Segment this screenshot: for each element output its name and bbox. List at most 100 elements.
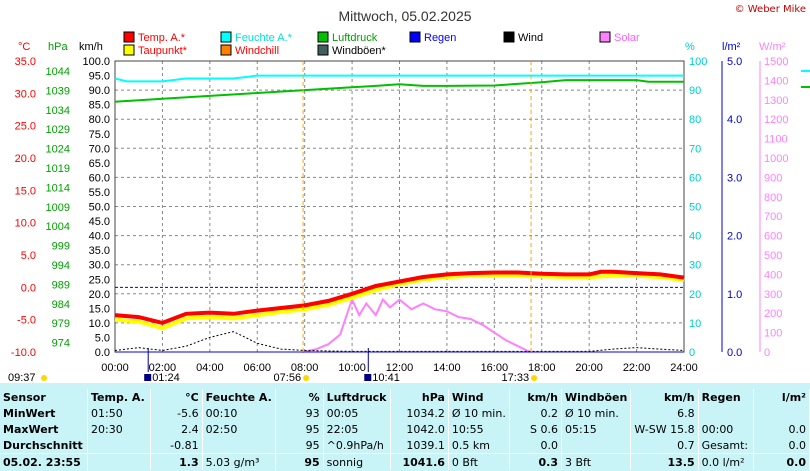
solar-tick-label: 300 <box>764 289 782 301</box>
table-cell: ^0.9hPa/h <box>323 437 391 454</box>
press-tick-label: 994 <box>52 260 70 272</box>
wind-tick-label: 10.0 <box>89 318 110 330</box>
x-tick-label: 08:00 <box>291 362 319 374</box>
table-cell: Ø 10 min. <box>448 405 510 421</box>
table-cell <box>87 453 152 470</box>
legend-label: Temp. A.* <box>138 32 186 44</box>
sunset-label: 17:33 <box>502 372 530 383</box>
moonrise-label: 09:37 <box>8 372 36 383</box>
x-tick-label: 22:00 <box>623 362 651 374</box>
x-tick-label: 14:00 <box>433 362 461 374</box>
sun-icon <box>303 375 310 381</box>
wind-tick-label: 40.0 <box>89 231 110 243</box>
press-tick-label: 1014 <box>46 182 70 194</box>
table-cell: -0.81 <box>150 437 203 454</box>
solar-tick-label: 1400 <box>764 75 788 87</box>
temp-tick-label: 0.0 <box>21 282 36 294</box>
table-cell: S 0.6 <box>509 421 563 437</box>
temp-tick-label: 10.0 <box>15 218 36 230</box>
sunrise-label: 07:56 <box>274 372 302 383</box>
hum-tick-label: 0 <box>689 347 695 359</box>
x-tick-label: 02:00 <box>149 362 177 374</box>
wind-tick-label: 20.0 <box>89 289 110 301</box>
table-cell: 0.7 <box>630 437 699 454</box>
table-cell: 01:50 <box>87 405 152 421</box>
wind-tick-label: 70.0 <box>89 143 110 155</box>
temp-tick-label: 20.0 <box>15 153 36 165</box>
press-tick-label: 984 <box>52 299 70 311</box>
press-tick-label: 1029 <box>46 124 70 136</box>
x-tick-label: 06:00 <box>243 362 271 374</box>
temp-tick-label: 5.0 <box>21 250 36 262</box>
legend-swatch <box>317 44 329 56</box>
wind-tick-label: 95.0 <box>89 71 110 83</box>
wind-tick-label: 75.0 <box>89 129 110 141</box>
chart-title: Mittwoch, 05.02.2025 <box>338 8 471 24</box>
rain-tick-label: 2.0 <box>727 231 742 243</box>
hum-tick-label: 40 <box>689 231 701 243</box>
table-cell: MinWert <box>0 405 88 421</box>
press-tick-label: 1039 <box>46 85 70 97</box>
wind-tick-label: 55.0 <box>89 187 110 199</box>
solar-tick-label: 800 <box>764 192 782 204</box>
wind-tick-label: 60.0 <box>89 172 110 184</box>
press-tick-label: 1009 <box>46 202 70 214</box>
wind-tick-label: 45.0 <box>89 216 110 228</box>
wind-tick-label: 0.0 <box>95 347 110 359</box>
table-header-row: Sensor Temp. A. °C Feuchte A. % Luftdruc… <box>0 389 810 405</box>
press-tick-label: 1024 <box>46 144 70 156</box>
solar-tick-label: 100 <box>764 328 782 340</box>
hum-tick-label: 70 <box>689 143 701 155</box>
hum-unit-label: % <box>685 41 695 53</box>
table-cell: 2.4 <box>150 421 203 437</box>
wind-tick-label: 25.0 <box>89 274 110 286</box>
wind-tick-label: 80.0 <box>89 114 110 126</box>
hum-tick-label: 60 <box>689 172 701 184</box>
x-tick-label: 20:00 <box>575 362 603 374</box>
table-header-cell: Feuchte A. <box>202 389 276 405</box>
legend-swatch <box>220 31 232 43</box>
solar-tick-label: 600 <box>764 231 782 243</box>
table-header-cell: l/m² <box>753 389 810 405</box>
press-tick-label: 1034 <box>46 105 70 117</box>
table-header-cell: Sensor <box>0 389 88 405</box>
table-cell: 00:05 <box>323 405 391 421</box>
legend-label: Solar <box>614 32 640 44</box>
legend-label: Regen <box>424 32 456 44</box>
moon-time-label: 10:41 <box>372 372 400 383</box>
rain-unit-label: l/m² <box>722 41 741 53</box>
table-cell <box>753 405 810 421</box>
rain-tick-label: 0.0 <box>727 347 742 359</box>
table-header-cell: % <box>275 389 324 405</box>
table-cell <box>202 437 276 454</box>
table-cell: W-SW 15.8 <box>630 421 699 437</box>
series-line-temp-a <box>114 269 685 325</box>
press-tick-label: 1019 <box>46 163 70 175</box>
table-cell: sonnig <box>323 453 391 470</box>
temp-tick-label: -5.0 <box>17 315 36 327</box>
table-cell <box>87 437 152 454</box>
legend-label: Feuchte A.* <box>235 32 293 44</box>
table-cell: 0.0 l/m² <box>698 453 754 470</box>
legend-swatch <box>123 44 135 56</box>
table-cell: 0 Bft <box>448 453 510 470</box>
legend-label: Taupunkt* <box>138 45 188 57</box>
wind-tick-label: 90.0 <box>89 85 110 97</box>
legend-label: Wind <box>518 32 543 44</box>
table-row: MaxWert 20:30 2.4 02:50 95 22:05 1042.0 … <box>0 421 810 437</box>
wind-tick-label: 35.0 <box>89 245 110 257</box>
table-row: Durchschnitt -0.81 95 ^0.9hPa/h 1039.1 0… <box>0 437 810 454</box>
wind-tick-label: 65.0 <box>89 158 110 170</box>
hum-tick-label: 90 <box>689 85 701 97</box>
wind-tick-label: 15.0 <box>89 303 110 315</box>
moon-icon <box>144 374 152 381</box>
legend-swatch <box>503 31 515 43</box>
table-cell: 00:10 <box>202 405 276 421</box>
table-header-cell: °C <box>150 389 203 405</box>
series-line-wind <box>114 331 685 352</box>
x-tick-label: 24:00 <box>670 362 698 374</box>
x-tick-label: 12:00 <box>386 362 414 374</box>
temp-tick-label: -10.0 <box>11 347 36 359</box>
temp-tick-label: 25.0 <box>15 121 36 133</box>
legend-swatch <box>220 44 232 56</box>
